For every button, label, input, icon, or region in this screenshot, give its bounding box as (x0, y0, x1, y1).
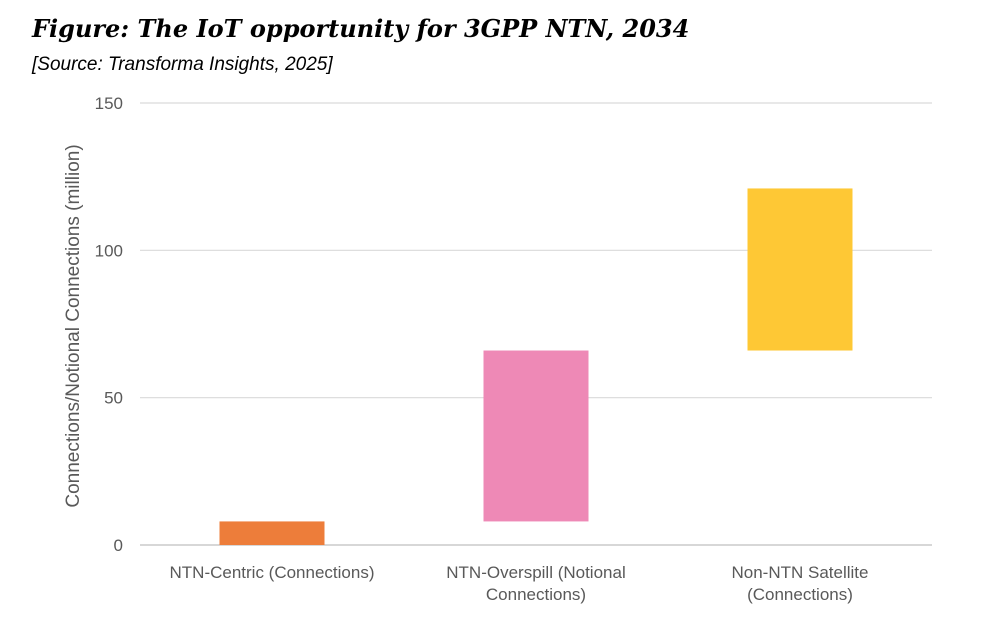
bar-3 (747, 188, 853, 351)
x-category-label: Non-NTN Satellite (Connections) (732, 563, 869, 604)
y-tick-label: 0 (114, 536, 123, 555)
bar-2 (483, 350, 589, 522)
x-category-label: NTN-Overspill (Notional Connections) (446, 563, 625, 604)
chart-title: Figure: The IoT opportunity for 3GPP NTN… (32, 14, 690, 43)
x-category-label: NTN-Centric (Connections) (170, 563, 375, 582)
bars (219, 188, 853, 545)
y-tick-label: 100 (95, 241, 123, 260)
y-tick-label: 50 (104, 389, 123, 408)
y-tick-label: 150 (95, 94, 123, 113)
bar-1 (219, 521, 325, 545)
y-axis-ticks: 0 50 100 150 (95, 94, 123, 555)
y-axis-label: Connections/Notional Connections (millio… (63, 144, 84, 507)
chart-source: [Source: Transforma Insights, 2025] (32, 54, 333, 75)
x-axis-categories: NTN-Centric (Connections) NTN-Overspill (… (170, 563, 869, 604)
